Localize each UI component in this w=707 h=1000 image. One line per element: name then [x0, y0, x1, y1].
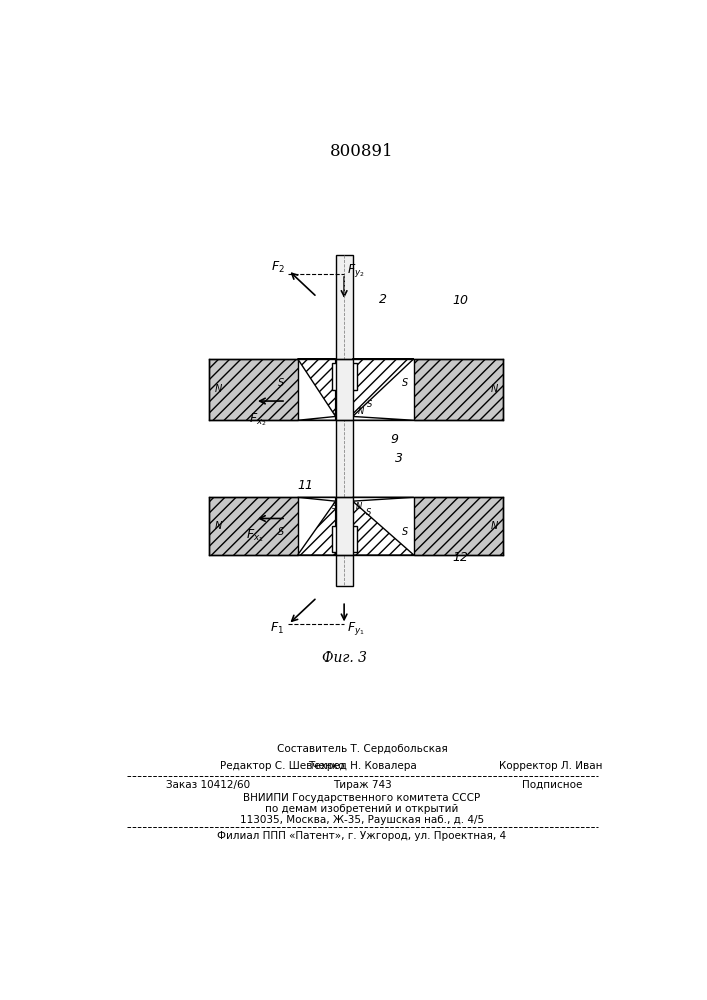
- Bar: [209, 359, 298, 420]
- Text: $F_1$: $F_1$: [270, 621, 284, 636]
- Text: N: N: [346, 400, 352, 409]
- Bar: [332, 526, 356, 552]
- Text: Фиг. 3: Фиг. 3: [322, 651, 367, 665]
- Polygon shape: [353, 497, 414, 501]
- Text: $F_2$: $F_2$: [271, 260, 284, 275]
- Text: Редактор С. Шевченко: Редактор С. Шевченко: [220, 761, 344, 771]
- Text: 113035, Москва, Ж-35, Раушская наб., д. 4/5: 113035, Москва, Ж-35, Раушская наб., д. …: [240, 815, 484, 825]
- Text: 10: 10: [452, 294, 469, 307]
- Text: S: S: [366, 508, 371, 517]
- Text: S: S: [402, 527, 408, 537]
- Text: 9: 9: [391, 433, 399, 446]
- Text: N: N: [358, 407, 364, 416]
- Text: Заказ 10412/60: Заказ 10412/60: [166, 780, 250, 790]
- Text: Тираж 743: Тираж 743: [332, 780, 392, 790]
- Text: S: S: [277, 527, 284, 537]
- Bar: [414, 497, 503, 555]
- Text: S: S: [277, 378, 284, 388]
- Text: Техред Н. Ковалера: Техред Н. Ковалера: [308, 761, 416, 771]
- Bar: [336, 359, 353, 420]
- Bar: [414, 359, 503, 420]
- Text: 2: 2: [379, 293, 387, 306]
- Polygon shape: [298, 497, 336, 501]
- Bar: [332, 363, 356, 390]
- Text: 800891: 800891: [330, 143, 394, 160]
- Text: N: N: [491, 384, 498, 394]
- Text: N: N: [356, 502, 362, 511]
- Text: Филиал ППП «Патент», г. Ужгород, ул. Проектная, 4: Филиал ППП «Патент», г. Ужгород, ул. Про…: [217, 831, 506, 841]
- Text: S: S: [334, 407, 339, 416]
- Text: ВНИИПИ Государственного комитета СССР: ВНИИПИ Государственного комитета СССР: [243, 793, 481, 803]
- Text: 12: 12: [452, 551, 469, 564]
- Text: $F_{x_2}$: $F_{x_2}$: [248, 411, 266, 428]
- Text: $F_{y_1}$: $F_{y_1}$: [347, 620, 365, 637]
- Text: S: S: [402, 378, 408, 388]
- Text: Корректор Л. Иван: Корректор Л. Иван: [499, 761, 602, 771]
- Polygon shape: [353, 501, 414, 555]
- Text: N: N: [491, 521, 498, 531]
- Bar: [209, 497, 298, 555]
- Text: S: S: [368, 400, 373, 409]
- Polygon shape: [298, 501, 336, 555]
- Text: N: N: [344, 508, 351, 517]
- Text: $F_{y_2}$: $F_{y_2}$: [347, 262, 365, 279]
- Bar: [336, 255, 353, 586]
- Text: 3: 3: [395, 452, 402, 465]
- Polygon shape: [353, 359, 414, 416]
- Bar: [336, 497, 353, 555]
- Text: $F_{x_1}$: $F_{x_1}$: [246, 528, 264, 544]
- Text: Подписное: Подписное: [522, 780, 583, 790]
- Text: S: S: [332, 502, 337, 511]
- Text: по демам изобретений и открытий: по демам изобретений и открытий: [265, 804, 459, 814]
- Text: 11: 11: [297, 479, 313, 492]
- Polygon shape: [353, 416, 414, 420]
- Text: N: N: [215, 384, 222, 394]
- Polygon shape: [298, 359, 336, 416]
- Text: N: N: [215, 521, 222, 531]
- Polygon shape: [298, 416, 336, 420]
- Text: Составитель Т. Сердобольская: Составитель Т. Сердобольская: [276, 744, 448, 754]
